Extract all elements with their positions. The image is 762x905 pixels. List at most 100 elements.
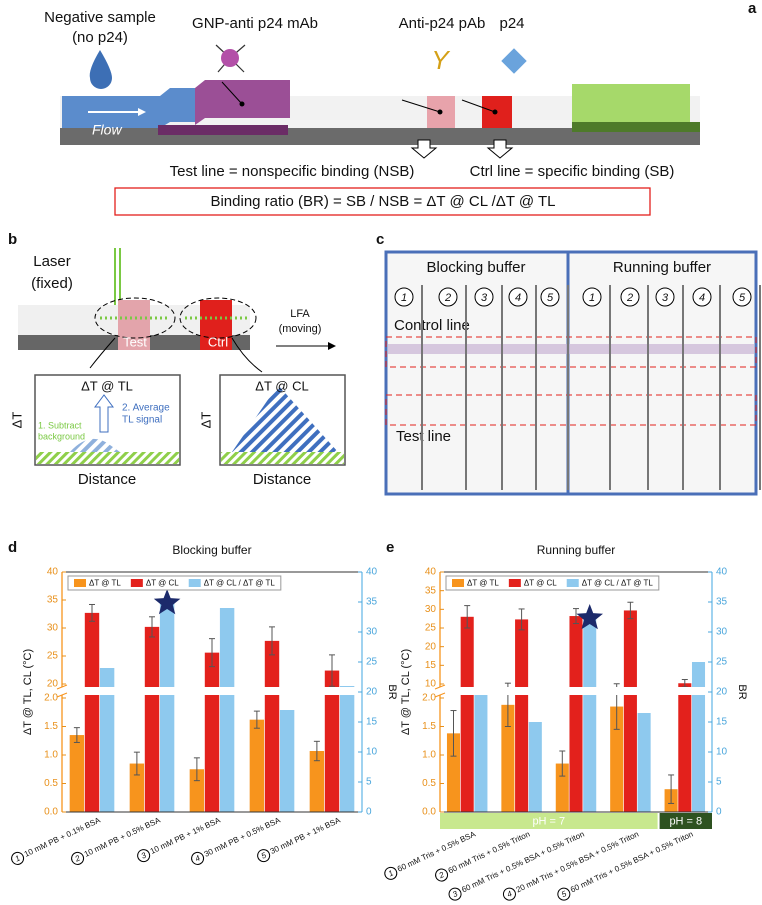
y2-tick-label: 25	[716, 657, 728, 668]
y-tick-label: 30	[47, 623, 59, 634]
category-marker: 5	[560, 889, 568, 899]
box-title: ΔT @ TL	[81, 378, 133, 393]
label: Test	[123, 334, 147, 349]
y-tick-label: 1.0	[44, 750, 58, 761]
y2-tick-label: 30	[366, 627, 378, 638]
category-marker: 1	[14, 854, 22, 864]
ph-band	[440, 813, 658, 829]
legend-box	[445, 575, 660, 591]
number-circle	[474, 287, 494, 307]
y2-tick-label: 10	[366, 747, 378, 758]
legend-swatch	[188, 579, 201, 587]
error-bar	[518, 608, 525, 631]
error-bar	[450, 710, 457, 757]
strip-number: 1	[401, 292, 407, 304]
shape	[461, 99, 496, 113]
panel-label: a	[748, 0, 757, 17]
y-tick-label: 40	[47, 567, 59, 578]
flow-label: Flow	[92, 122, 122, 138]
error-bar	[73, 727, 80, 743]
legend-box	[67, 575, 282, 591]
legend-swatch	[508, 579, 521, 587]
y-tick-label: 0.0	[422, 807, 436, 818]
number-circle	[438, 287, 458, 307]
chart-title: Blocking buffer	[172, 543, 251, 557]
shape	[437, 109, 443, 115]
number-circle	[692, 287, 712, 307]
label: 1. Subtract	[38, 420, 82, 430]
highlight-star	[576, 604, 603, 630]
y-tick-label: 2.0	[44, 693, 58, 704]
strip-number: 3	[662, 292, 669, 304]
shape	[501, 48, 527, 74]
y2-tick-label: 30	[716, 627, 728, 638]
axis-label: ΔT	[198, 412, 213, 429]
y2-tick-label: 0	[366, 807, 372, 818]
shape	[179, 297, 257, 339]
legend-label: ΔT @ TL	[89, 579, 121, 588]
y2-axis-label: BR	[736, 684, 748, 699]
y-tick-label: 40	[425, 567, 437, 578]
panel-a: a Negative sample (no p24) GNP-anti p24 …	[44, 0, 757, 216]
box-title: ΔT @ CL	[255, 378, 308, 393]
label: Blocking buffer	[427, 259, 526, 276]
shape	[328, 342, 336, 350]
bar	[623, 610, 637, 812]
error-bar	[269, 626, 275, 656]
label: Control line	[394, 317, 470, 334]
marker-circle	[435, 868, 449, 882]
y-tick-label: 20	[425, 641, 437, 652]
strip-number: 4	[699, 292, 705, 304]
label: Anti-p24 pAb	[399, 15, 486, 32]
label: Ctrl	[208, 334, 228, 349]
strip-number: 3	[481, 292, 488, 304]
bar	[610, 706, 624, 812]
chart: d Blocking buffer0.00.51.01.52.0202530354…	[8, 539, 398, 865]
shape	[89, 337, 116, 369]
shape	[118, 300, 150, 350]
label: Test line	[396, 428, 451, 445]
number-circle	[620, 287, 640, 307]
shape	[138, 108, 146, 116]
y-tick-label: 25	[425, 623, 437, 634]
y2-tick-label: 25	[366, 657, 378, 668]
error-bar	[149, 616, 155, 638]
bar	[264, 640, 280, 812]
y-tick-label: 1.5	[422, 721, 436, 732]
axis-label: Distance	[253, 471, 311, 488]
y2-tick-label: 15	[716, 717, 728, 728]
bar	[339, 686, 355, 812]
bar	[144, 626, 160, 812]
strip-number: 2	[444, 292, 451, 304]
marker-circle	[11, 851, 25, 865]
marker-circle	[71, 851, 85, 865]
error-bar	[681, 679, 688, 688]
strip-number: 5	[547, 292, 554, 304]
number-circle	[655, 287, 675, 307]
y-tick-label: 30	[425, 604, 437, 615]
shape	[200, 300, 232, 350]
y-tick-label: 1.5	[44, 721, 58, 732]
bar	[637, 713, 651, 812]
bar	[501, 704, 515, 812]
panel-b: b Laser (fixed) Test Ctrl LFA (moving) Δ…	[8, 231, 346, 488]
label: GNP-anti p24 mAb	[192, 15, 318, 32]
legend-label: ΔT @ CL	[524, 579, 557, 588]
bar	[159, 599, 175, 812]
category-marker: 3	[140, 850, 148, 860]
shape	[70, 438, 120, 452]
bar	[99, 668, 115, 812]
y-tick-label: 35	[425, 585, 437, 596]
y2-tick-label: 35	[366, 597, 378, 608]
bar	[446, 733, 461, 812]
chart: e Running buffer0.00.51.01.52.01015202530…	[384, 539, 748, 901]
label: p24	[499, 15, 524, 32]
label: (fixed)	[31, 275, 73, 292]
label: Running buffer	[613, 259, 711, 276]
error-bar	[627, 601, 634, 620]
axis-break	[436, 687, 710, 695]
